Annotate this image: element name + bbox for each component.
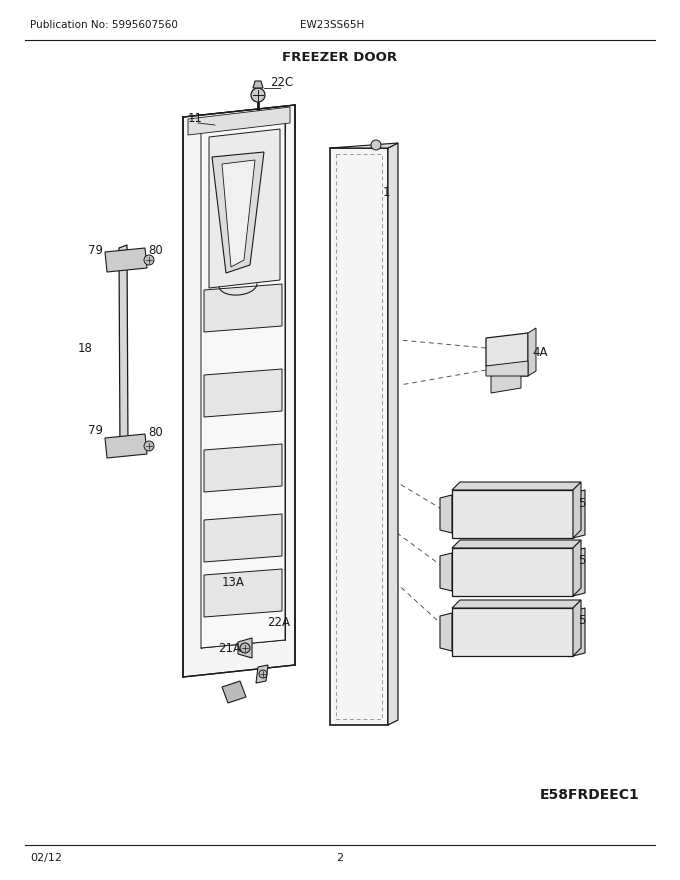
Polygon shape (204, 514, 282, 562)
Circle shape (144, 441, 154, 451)
Polygon shape (452, 548, 573, 596)
Polygon shape (486, 333, 528, 376)
Polygon shape (452, 482, 581, 490)
Polygon shape (573, 600, 581, 656)
Text: 80: 80 (148, 244, 163, 256)
Polygon shape (222, 160, 255, 267)
Polygon shape (491, 371, 521, 393)
Circle shape (259, 670, 267, 678)
Polygon shape (452, 540, 581, 548)
Text: 13A: 13A (222, 576, 245, 589)
Polygon shape (201, 119, 285, 648)
Polygon shape (212, 152, 264, 273)
Circle shape (144, 255, 154, 265)
Text: 1: 1 (383, 186, 390, 199)
Polygon shape (119, 245, 128, 453)
Polygon shape (528, 328, 536, 376)
Polygon shape (452, 608, 573, 656)
Text: 5: 5 (578, 554, 585, 567)
Polygon shape (573, 540, 581, 596)
Polygon shape (452, 600, 581, 608)
Polygon shape (330, 143, 398, 148)
Text: 18: 18 (78, 341, 93, 355)
Text: 5: 5 (578, 496, 585, 510)
Polygon shape (204, 444, 282, 492)
Text: 4A: 4A (532, 346, 547, 358)
Polygon shape (204, 284, 282, 332)
Text: 02/12: 02/12 (30, 853, 62, 863)
Polygon shape (105, 434, 147, 458)
Text: 79: 79 (88, 244, 103, 256)
Polygon shape (440, 495, 452, 533)
Polygon shape (573, 608, 585, 656)
Text: 22A: 22A (267, 615, 290, 628)
Text: 5: 5 (578, 613, 585, 627)
Polygon shape (204, 569, 282, 617)
Polygon shape (183, 105, 295, 117)
Polygon shape (440, 553, 452, 591)
Polygon shape (573, 490, 585, 538)
Polygon shape (105, 248, 147, 272)
Text: 79: 79 (88, 423, 103, 436)
Polygon shape (253, 81, 263, 88)
Polygon shape (388, 143, 398, 725)
Polygon shape (238, 638, 252, 658)
Text: Publication No: 5995607560: Publication No: 5995607560 (30, 20, 178, 30)
Text: 11: 11 (188, 112, 203, 124)
Polygon shape (573, 548, 585, 596)
Polygon shape (183, 105, 295, 677)
Text: FREEZER DOOR: FREEZER DOOR (282, 50, 398, 63)
Polygon shape (330, 148, 388, 725)
Polygon shape (573, 482, 581, 538)
Text: 22C: 22C (270, 76, 293, 89)
Polygon shape (256, 665, 268, 683)
Circle shape (371, 140, 381, 150)
Text: 80: 80 (148, 426, 163, 438)
Text: EW23SS65H: EW23SS65H (300, 20, 364, 30)
Polygon shape (204, 369, 282, 417)
Text: 2: 2 (337, 853, 343, 863)
Text: 21A: 21A (218, 642, 241, 655)
Polygon shape (440, 613, 452, 651)
Text: E58FRDEEC1: E58FRDEEC1 (540, 788, 640, 802)
Polygon shape (222, 681, 246, 703)
Circle shape (240, 643, 250, 653)
Polygon shape (188, 107, 290, 135)
Circle shape (251, 88, 265, 102)
Polygon shape (209, 129, 280, 288)
Polygon shape (452, 490, 573, 538)
Polygon shape (486, 361, 528, 376)
